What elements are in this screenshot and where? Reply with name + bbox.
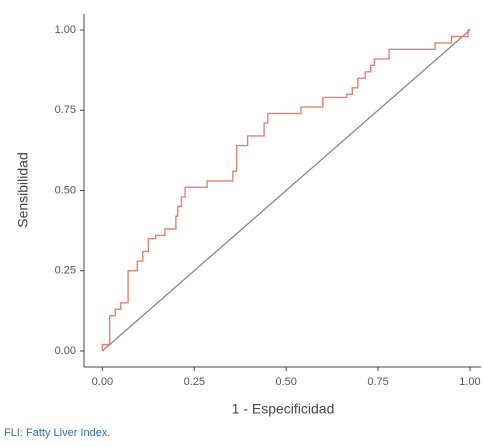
y-tick-label: 0.25 [55, 265, 76, 277]
caption: FLI: Fatty Liver Index. [4, 427, 110, 439]
x-tick-label: 1.00 [459, 376, 480, 388]
x-axis-title: 1 - Especificidad [232, 401, 335, 417]
x-tick-label: 0.25 [184, 376, 205, 388]
y-tick-label: 1.00 [55, 24, 76, 36]
roc-curve [101, 29, 470, 351]
x-tick-label: 0.00 [92, 376, 113, 388]
y-tick-label: 0.00 [55, 345, 76, 357]
x-tick-label: 0.50 [275, 376, 296, 388]
x-tick-label: 0.75 [367, 376, 388, 388]
y-tick-label: 0.50 [55, 184, 76, 196]
y-axis-title: Sensibilidad [15, 152, 31, 228]
y-tick-label: 0.75 [55, 104, 76, 116]
reference-line [101, 29, 471, 352]
